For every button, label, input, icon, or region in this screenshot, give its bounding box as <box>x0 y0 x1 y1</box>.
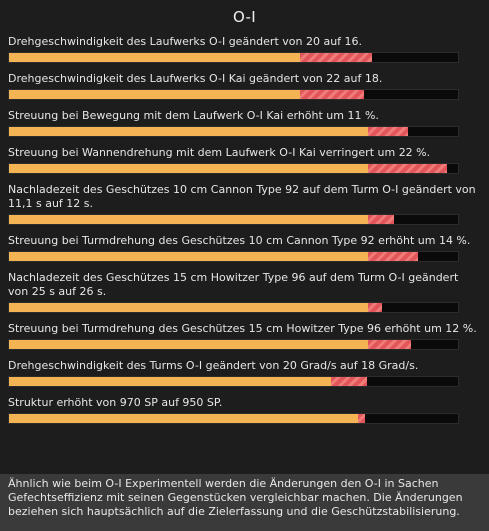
change-bar <box>8 339 459 350</box>
change-text: Drehgeschwindigkeit des Turms O-I geände… <box>8 359 419 372</box>
page-title: O-I <box>233 8 256 26</box>
bar-base-fill <box>9 90 300 99</box>
change-bar <box>8 89 459 100</box>
change-bar <box>8 214 459 225</box>
bar-delta-fill <box>299 90 365 99</box>
change-item: Nachladezeit des Geschützes 15 cm Howitz… <box>8 271 478 313</box>
change-text: Streuung bei Turmdrehung des Geschützes … <box>8 234 471 247</box>
change-bar <box>8 163 459 174</box>
change-bar <box>8 251 459 262</box>
bar-delta-fill <box>299 53 373 62</box>
change-text: Drehgeschwindigkeit des Laufwerks O-I Ka… <box>8 72 383 85</box>
bar-base-fill <box>9 252 369 261</box>
change-item: Streuung bei Wannendrehung mit dem Laufw… <box>8 146 478 174</box>
change-item: Drehgeschwindigkeit des Turms O-I geände… <box>8 359 478 387</box>
change-item: Struktur erhöht von 970 SP auf 950 SP. <box>8 396 478 424</box>
description-footer: Ähnlich wie beim O-I Experimentell werde… <box>0 474 489 531</box>
change-text: Drehgeschwindigkeit des Laufwerks O-I ge… <box>8 35 363 48</box>
bar-base-fill <box>9 414 359 423</box>
change-bar <box>8 126 459 137</box>
bar-delta-fill <box>331 377 368 386</box>
bar-base-fill <box>9 303 369 312</box>
change-text: Struktur erhöht von 970 SP auf 950 SP. <box>8 396 223 409</box>
bar-delta-fill <box>368 252 419 261</box>
change-item: Streuung bei Bewegung mit dem Laufwerk O… <box>8 109 478 137</box>
bar-delta-fill <box>368 127 408 136</box>
change-item: Streuung bei Turmdrehung des Geschützes … <box>8 234 478 262</box>
change-text: Streuung bei Wannendrehung mit dem Laufw… <box>8 146 431 159</box>
change-bar <box>8 376 459 387</box>
change-item: Nachladezeit des Geschützes 10 cm Cannon… <box>8 183 478 225</box>
change-bar <box>8 52 459 63</box>
change-bar <box>8 302 459 313</box>
change-list: Drehgeschwindigkeit des Laufwerks O-I ge… <box>8 35 478 433</box>
change-item: Drehgeschwindigkeit des Laufwerks O-I ge… <box>8 35 478 63</box>
bar-base-fill <box>9 53 300 62</box>
bar-base-fill <box>9 377 332 386</box>
bar-base-fill <box>9 164 369 173</box>
bar-delta-fill <box>368 164 448 173</box>
bar-delta-fill <box>358 414 366 423</box>
change-text: Nachladezeit des Geschützes 15 cm Howitz… <box>8 271 459 298</box>
bar-delta-fill <box>368 303 383 312</box>
change-text: Streuung bei Bewegung mit dem Laufwerk O… <box>8 109 379 122</box>
change-text: Nachladezeit des Geschützes 10 cm Cannon… <box>8 183 476 210</box>
bar-delta-fill <box>368 340 412 349</box>
bar-base-fill <box>9 127 369 136</box>
change-item: Streuung bei Turmdrehung des Geschützes … <box>8 322 478 350</box>
bar-base-fill <box>9 215 369 224</box>
bar-delta-fill <box>368 215 395 224</box>
change-bar <box>8 413 459 424</box>
change-item: Drehgeschwindigkeit des Laufwerks O-I Ka… <box>8 72 478 100</box>
change-text: Streuung bei Turmdrehung des Geschützes … <box>8 322 477 335</box>
bar-base-fill <box>9 340 369 349</box>
